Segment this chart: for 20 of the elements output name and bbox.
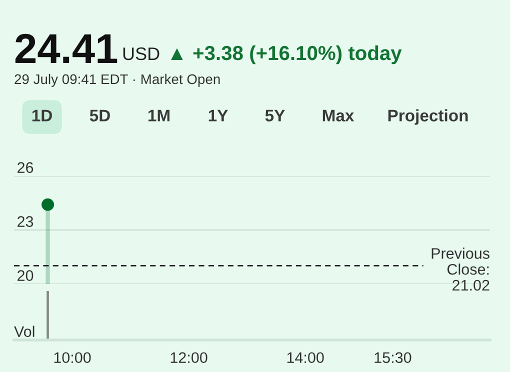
text: 1D [32,110,52,122]
y-axis-title: Vol [14,326,34,337]
text: 5Y [265,110,285,122]
chart-title: 24.41 [15,34,118,63]
ref-line-label: Previous Close: 21.02 [432,248,490,291]
text: USD [123,47,160,60]
x-tick-label: 12:00 [170,352,208,364]
x-tick-label: 15:30 [374,352,412,364]
text: Projection [388,109,468,125]
x-tick-label: 14:00 [287,352,324,364]
text: 1M [148,110,170,122]
y-tick-label: 23 [18,216,34,227]
text: 1Y [208,110,228,122]
text: 5D [90,110,110,122]
y-tick-label: 26 [18,162,34,173]
x-tick-label: 10:00 [54,352,91,364]
y-tick-label: 20 [18,270,34,281]
text: Max [322,110,354,122]
text: 29 July 09:41 EDT · Market Open [14,74,220,87]
text: ▲ +3.38 (+16.10%) today [171,45,402,64]
